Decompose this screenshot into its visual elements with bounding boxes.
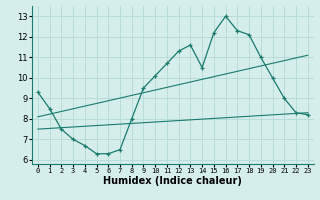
X-axis label: Humidex (Indice chaleur): Humidex (Indice chaleur) <box>103 176 242 186</box>
